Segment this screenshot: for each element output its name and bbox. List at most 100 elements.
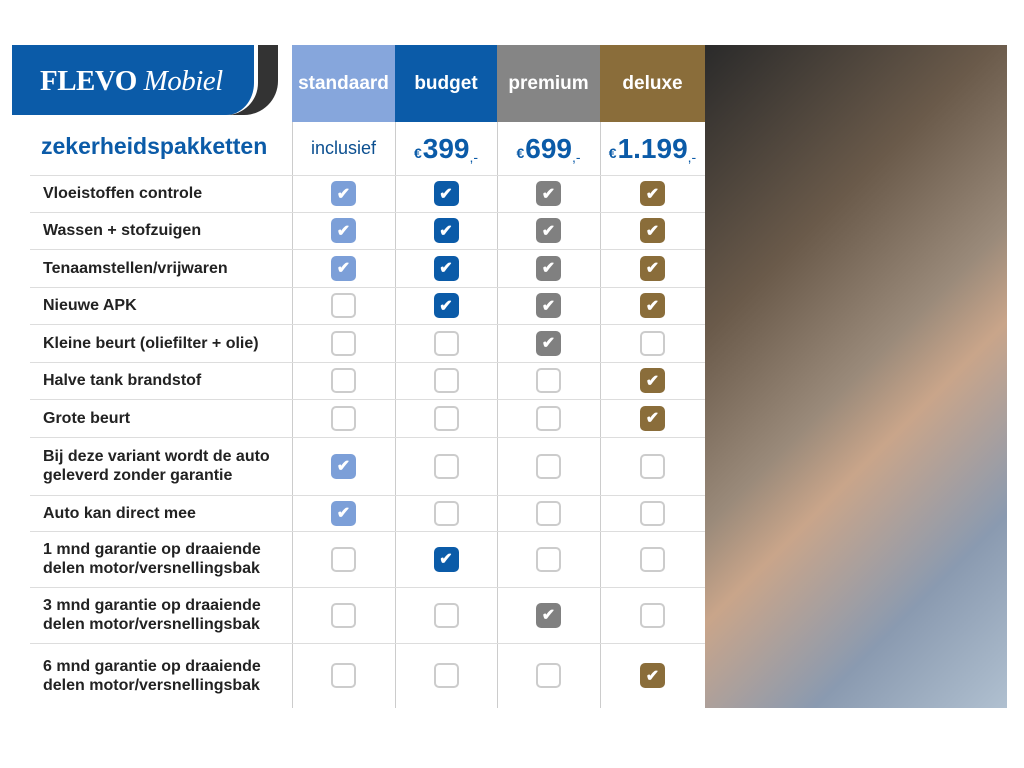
feature-label: Vloeistoffen controle: [43, 185, 203, 202]
checkbox-deluxe[interactable]: ✔: [640, 218, 665, 243]
table-row: [30, 362, 705, 399]
feature-label: 6 mnd garantie op draaiende delen motor/…: [43, 657, 261, 694]
checkbox-budget[interactable]: ✔: [433, 546, 459, 572]
checkbox-standaard[interactable]: [331, 663, 356, 688]
check-icon: ✔: [645, 185, 660, 203]
checkbox-deluxe[interactable]: [640, 453, 665, 479]
checkbox-standaard[interactable]: ✔: [331, 255, 356, 281]
checkbox-budget[interactable]: ✔: [433, 293, 459, 318]
checkbox-deluxe[interactable]: [640, 500, 665, 526]
checkbox-standaard[interactable]: [331, 368, 356, 393]
column-divider: [395, 122, 396, 708]
check-icon: ✔: [645, 410, 660, 427]
check-icon: ✔: [645, 372, 660, 390]
checkbox-budget[interactable]: [433, 368, 459, 393]
checkbox-premium[interactable]: ✔: [536, 218, 561, 243]
checkbox-deluxe[interactable]: [640, 330, 665, 356]
check-icon: ✔: [541, 297, 556, 315]
checkbox-standaard[interactable]: [331, 602, 356, 628]
table-row: [30, 287, 705, 324]
checkbox-deluxe[interactable]: ✔: [640, 293, 665, 318]
checkbox-deluxe[interactable]: [640, 546, 665, 572]
price-value: 1.199: [617, 132, 688, 164]
checkbox-standaard[interactable]: [331, 546, 356, 572]
table-row: [30, 643, 705, 708]
feature-label: Bij deze variant wordt de auto geleverd …: [43, 448, 270, 484]
brand-name-italic: Mobiel: [143, 65, 224, 97]
checkbox-budget[interactable]: [433, 602, 459, 628]
checkbox-premium[interactable]: ✔: [536, 293, 561, 318]
checkbox-premium[interactable]: ✔: [536, 181, 561, 206]
check-icon: ✔: [439, 185, 453, 203]
checkbox-budget[interactable]: ✔: [433, 218, 459, 243]
price-suffix: ,-: [571, 149, 581, 165]
checkbox-standaard[interactable]: ✔: [331, 500, 356, 526]
page-title: zekerheidspakketten: [41, 133, 268, 159]
checkbox-budget[interactable]: [433, 500, 459, 526]
check-icon: ✔: [541, 260, 556, 277]
package-price-standaard: inclusief: [310, 138, 377, 158]
feature-label: Auto kan direct mee: [43, 504, 196, 522]
checkbox-deluxe[interactable]: ✔: [640, 405, 665, 431]
currency-symbol: €: [608, 144, 617, 161]
feature-label: Nieuwe APK: [43, 297, 137, 314]
checkbox-premium[interactable]: [536, 500, 561, 526]
check-icon: ✔: [439, 260, 453, 277]
check-icon: ✔: [336, 505, 351, 522]
checkbox-standaard[interactable]: [331, 330, 356, 356]
package-header-budget: budget: [395, 45, 497, 122]
checkbox-premium[interactable]: [536, 546, 561, 572]
checkbox-premium[interactable]: [536, 453, 561, 479]
checkbox-budget[interactable]: [433, 453, 459, 479]
table-row: [30, 324, 705, 362]
table-row: [30, 437, 705, 495]
checkbox-standaard[interactable]: [331, 405, 356, 431]
price-suffix: ,-: [687, 149, 697, 165]
checkbox-budget[interactable]: [433, 663, 459, 688]
package-header-standaard: standaard: [292, 45, 395, 122]
checkbox-standaard[interactable]: ✔: [331, 181, 356, 206]
checkbox-premium[interactable]: [536, 368, 561, 393]
table-row: [30, 212, 705, 249]
checkbox-deluxe[interactable]: ✔: [640, 663, 665, 688]
checkbox-premium[interactable]: ✔: [536, 330, 561, 356]
feature-label: Halve tank brandstof: [43, 372, 202, 389]
checkbox-premium[interactable]: [536, 405, 561, 431]
check-icon: ✔: [645, 260, 660, 277]
check-icon: ✔: [336, 260, 351, 277]
check-icon: ✔: [336, 458, 351, 475]
brand-name: FLEVO: [40, 65, 137, 97]
check-icon: ✔: [439, 551, 453, 568]
currency-symbol: €: [516, 144, 525, 161]
checkbox-budget[interactable]: ✔: [433, 181, 459, 206]
check-icon: ✔: [645, 222, 660, 240]
checkbox-premium[interactable]: [536, 663, 561, 688]
check-icon: ✔: [541, 222, 556, 240]
check-icon: ✔: [541, 335, 556, 352]
checkbox-budget[interactable]: [433, 405, 459, 431]
checkbox-deluxe[interactable]: ✔: [640, 368, 665, 393]
table-row: [30, 249, 705, 287]
checkbox-standaard[interactable]: ✔: [331, 453, 356, 479]
column-divider: [497, 122, 498, 708]
package-price-deluxe: €1.199 ,-: [600, 122, 705, 175]
checkbox-budget[interactable]: ✔: [433, 255, 459, 281]
currency-symbol: €: [413, 144, 422, 161]
check-icon: ✔: [439, 222, 453, 240]
feature-label: Grote beurt: [43, 409, 131, 427]
checkbox-standaard[interactable]: [331, 293, 356, 318]
table-row: [30, 495, 705, 531]
checkbox-deluxe[interactable]: ✔: [640, 181, 665, 206]
feature-label: Tenaamstellen/vrijwaren: [43, 259, 228, 277]
checkbox-budget[interactable]: [433, 330, 459, 356]
feature-label: 1 mnd garantie op draaiende delen motor/…: [43, 541, 261, 577]
check-icon: ✔: [336, 185, 351, 203]
checkbox-premium[interactable]: ✔: [536, 255, 561, 281]
checkbox-deluxe[interactable]: ✔: [640, 255, 665, 281]
checkbox-premium[interactable]: ✔: [536, 602, 561, 628]
brand-logo: FLEVO Mobiel: [12, 45, 278, 115]
check-icon: ✔: [336, 222, 351, 240]
table-row: [30, 175, 705, 212]
checkbox-standaard[interactable]: ✔: [331, 218, 356, 243]
checkbox-deluxe[interactable]: [640, 602, 665, 628]
